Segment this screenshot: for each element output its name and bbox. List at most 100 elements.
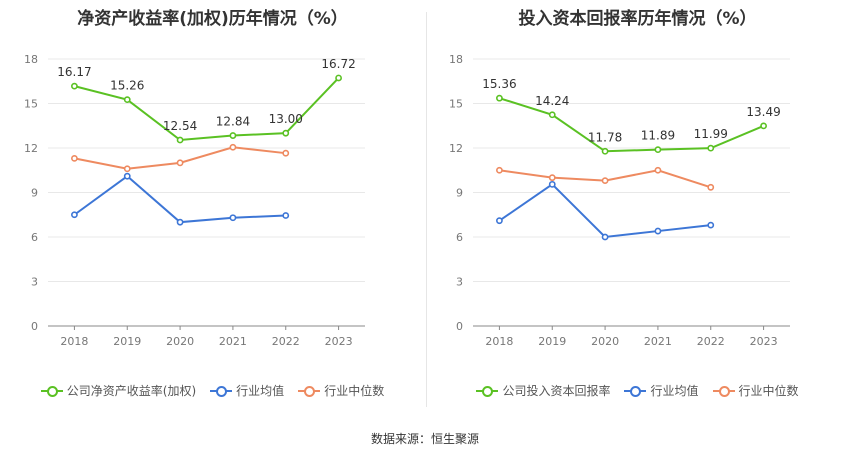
data-label: 15.36: [482, 77, 516, 91]
data-point-1: [601, 233, 609, 241]
data-point-2: [282, 149, 290, 157]
x-tick-label: 2018: [60, 335, 88, 348]
legend-label-company-roe: 公司净资产收益率(加权): [66, 384, 197, 398]
legend-label-industry-mean: 行业均值: [236, 384, 285, 398]
data-label: 16.72: [321, 57, 355, 71]
data-point-1: [707, 221, 715, 229]
x-tick-label: 2019: [538, 335, 566, 348]
x-tick-label: 2021: [644, 335, 672, 348]
data-label: 11.99: [694, 127, 728, 141]
data-point-2: [548, 174, 556, 182]
data-point-2: [601, 177, 609, 185]
data-label: 11.89: [641, 129, 675, 143]
data-source-note: 数据来源：恒生聚源: [370, 432, 479, 446]
roic-chart-panel: 投入资本回报率历年情况（%） 0 3 6 9 12 15 18 2018 2019 2020 202…: [425, 0, 850, 410]
roe-chart-title: 净资产收益率(加权)历年情况（%）: [77, 9, 348, 29]
data-point-0: [335, 74, 342, 82]
data-point-2: [176, 159, 184, 167]
x-tick-label: 2019: [113, 335, 141, 348]
x-tick-label: 2022: [272, 335, 300, 348]
legend-item-company-roic[interactable]: 公司投入资本回报率: [476, 382, 610, 399]
data-point-1: [123, 172, 131, 180]
data-point-2: [229, 143, 237, 151]
y-tick-label: 12: [24, 142, 38, 155]
legend-swatch-industry-mean: [210, 385, 233, 397]
data-point-0: [496, 94, 503, 102]
data-label: 13.00: [269, 112, 303, 126]
roe-chart-legend: 公司净资产收益率(加权) 行业均值 行业中位数: [0, 382, 425, 399]
y-tick-label: 18: [24, 53, 38, 66]
y-tick-label: 6: [31, 231, 38, 244]
data-point-1: [176, 218, 184, 226]
data-label: 14.24: [535, 94, 569, 108]
legend-swatch-industry-median-2: [712, 385, 735, 397]
y-tick-label: 0: [31, 320, 38, 333]
legend-label-company-roic: 公司投入资本回报率: [502, 384, 611, 398]
legend-label-industry-median: 行业中位数: [324, 384, 385, 398]
data-label: 13.49: [746, 105, 780, 119]
legend-item-company-roe[interactable]: 公司净资产收益率(加权): [40, 382, 197, 399]
panel-divider: [426, 12, 427, 407]
x-tick-label: 2018: [485, 335, 513, 348]
y-tick-label: 12: [449, 142, 463, 155]
x-tick-label: 2022: [697, 335, 725, 348]
data-point-1: [282, 212, 290, 219]
data-point-0: [760, 122, 767, 130]
legend-item-industry-mean[interactable]: 行业均值: [210, 382, 284, 399]
legend-swatch-industry-median: [298, 385, 321, 397]
data-label: 12.84: [216, 115, 250, 129]
data-point-0: [707, 144, 715, 152]
roe-chart-panel: 净资产收益率(加权)历年情况（%） 0 3 6 9 12 15 18 2018 2019 2020…: [0, 0, 425, 410]
data-point-0: [123, 96, 131, 104]
x-tick-label: 2020: [166, 335, 194, 348]
x-tick-label: 2020: [591, 335, 619, 348]
legend-swatch-industry-mean-2: [624, 385, 647, 397]
legend-item-industry-median-2[interactable]: 行业中位数: [712, 382, 799, 399]
data-point-0: [229, 132, 237, 139]
x-tick-label: 2023: [750, 335, 778, 348]
legend-item-industry-median[interactable]: 行业中位数: [298, 382, 384, 399]
roic-chart-title: 投入资本回报率历年情况（%）: [518, 9, 757, 29]
legend-swatch-company-roe: [40, 385, 63, 397]
y-tick-label: 3: [456, 276, 463, 289]
y-tick-label: 3: [31, 276, 38, 289]
y-tick-label: 15: [449, 98, 463, 111]
data-point-1: [548, 180, 556, 188]
roic-chart-plot: 0 3 6 9 12 15 18 2018 2019 2020 2021 2022 2023 15.36 1…: [449, 53, 790, 348]
x-tick-label: 2021: [219, 335, 247, 348]
data-point-0: [71, 82, 78, 90]
legend-label-industry-median-2: 行业中位数: [738, 384, 799, 398]
data-point-1: [71, 211, 78, 219]
y-tick-label: 18: [449, 53, 463, 66]
y-tick-label: 9: [31, 187, 38, 200]
data-point-2: [71, 154, 78, 162]
x-tick-label: 2023: [325, 335, 353, 348]
data-point-2: [496, 166, 503, 174]
y-tick-label: 6: [456, 231, 463, 244]
data-point-1: [229, 214, 237, 222]
data-point-1: [654, 227, 662, 235]
data-label: 16.17: [57, 65, 91, 79]
data-point-0: [654, 146, 662, 154]
roe-chart-plot: 0 3 6 9 12 15 18 2018 2019 2020 2021 2022 2023 16.17 1…: [24, 53, 365, 348]
legend-item-industry-mean-2[interactable]: 行业均值: [624, 382, 699, 399]
data-point-0: [548, 111, 556, 119]
series-line-0: [74, 77, 340, 142]
data-label: 11.78: [588, 130, 622, 144]
series-line-1: [73, 174, 286, 224]
data-point-2: [123, 165, 131, 173]
y-tick-label: 0: [456, 320, 463, 333]
data-point-0: [176, 136, 184, 144]
roic-chart-legend: 公司投入资本回报率 行业均值 行业中位数: [425, 382, 850, 399]
legend-swatch-company-roic: [476, 385, 499, 397]
data-point-0: [601, 147, 609, 155]
legend-label-industry-mean-2: 行业均值: [650, 384, 699, 398]
series-line-0: [499, 97, 764, 153]
data-label: 12.54: [163, 119, 197, 133]
data-point-0: [282, 129, 290, 137]
y-tick-label: 9: [456, 187, 463, 200]
data-label: 15.26: [110, 79, 144, 93]
data-point-2: [654, 166, 662, 174]
y-tick-label: 15: [24, 98, 38, 111]
data-point-1: [496, 217, 503, 225]
